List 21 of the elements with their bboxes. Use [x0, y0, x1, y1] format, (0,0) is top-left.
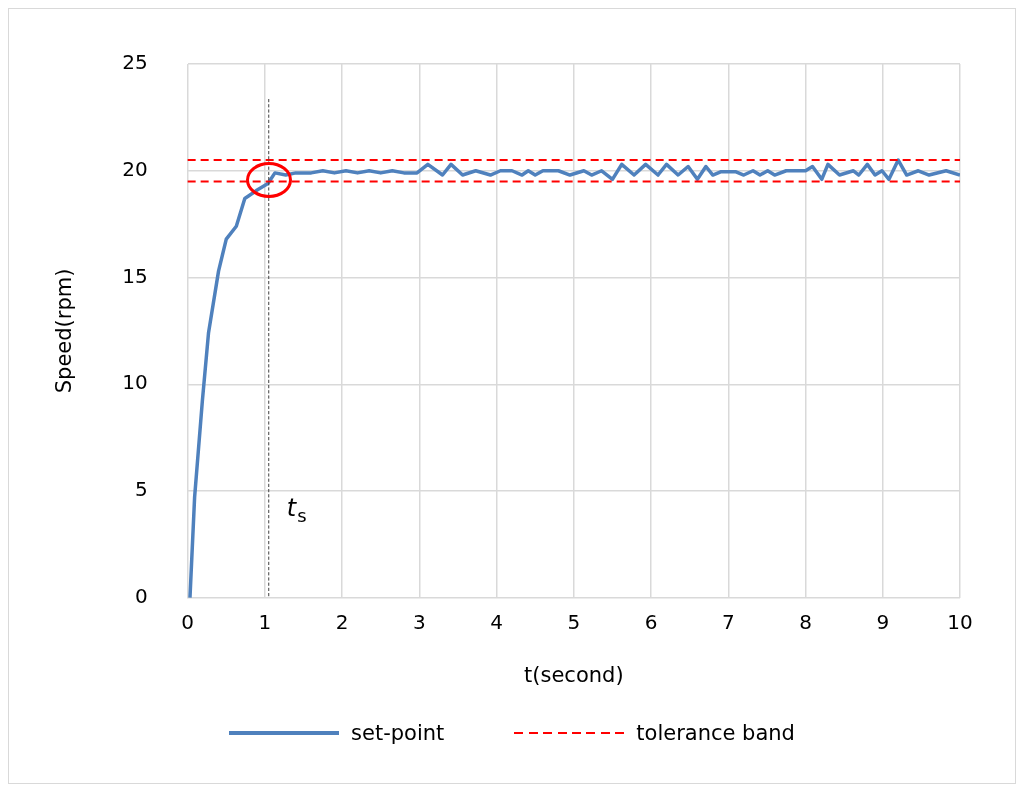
x-tick-label: 6: [644, 610, 658, 634]
x-axis-title: t(second): [524, 662, 624, 687]
x-tick-label: 4: [490, 610, 503, 634]
legend-label: set-point: [351, 721, 445, 745]
x-tick-label: 5: [567, 610, 581, 634]
x-tick-label: 10: [947, 610, 973, 634]
y-tick-label: 15: [122, 263, 148, 288]
y-tick-label: 0: [134, 584, 148, 608]
x-tick-label: 3: [412, 610, 426, 634]
x-tick-label: 2: [335, 610, 349, 634]
y-tick-label: 10: [122, 370, 148, 395]
y-tick-label: 5: [134, 477, 148, 502]
x-tick-label: 0: [181, 610, 195, 634]
x-tick-label: 8: [799, 610, 812, 634]
legend-label: tolerance band: [636, 721, 795, 745]
x-tick-label: 1: [258, 610, 272, 634]
y-tick-label: 20: [122, 156, 148, 181]
x-tick-label: 7: [721, 610, 735, 634]
y-tick-label: 25: [122, 50, 148, 75]
x-tick-label: 9: [876, 610, 890, 634]
y-axis-title: Speed(rpm): [52, 268, 77, 394]
